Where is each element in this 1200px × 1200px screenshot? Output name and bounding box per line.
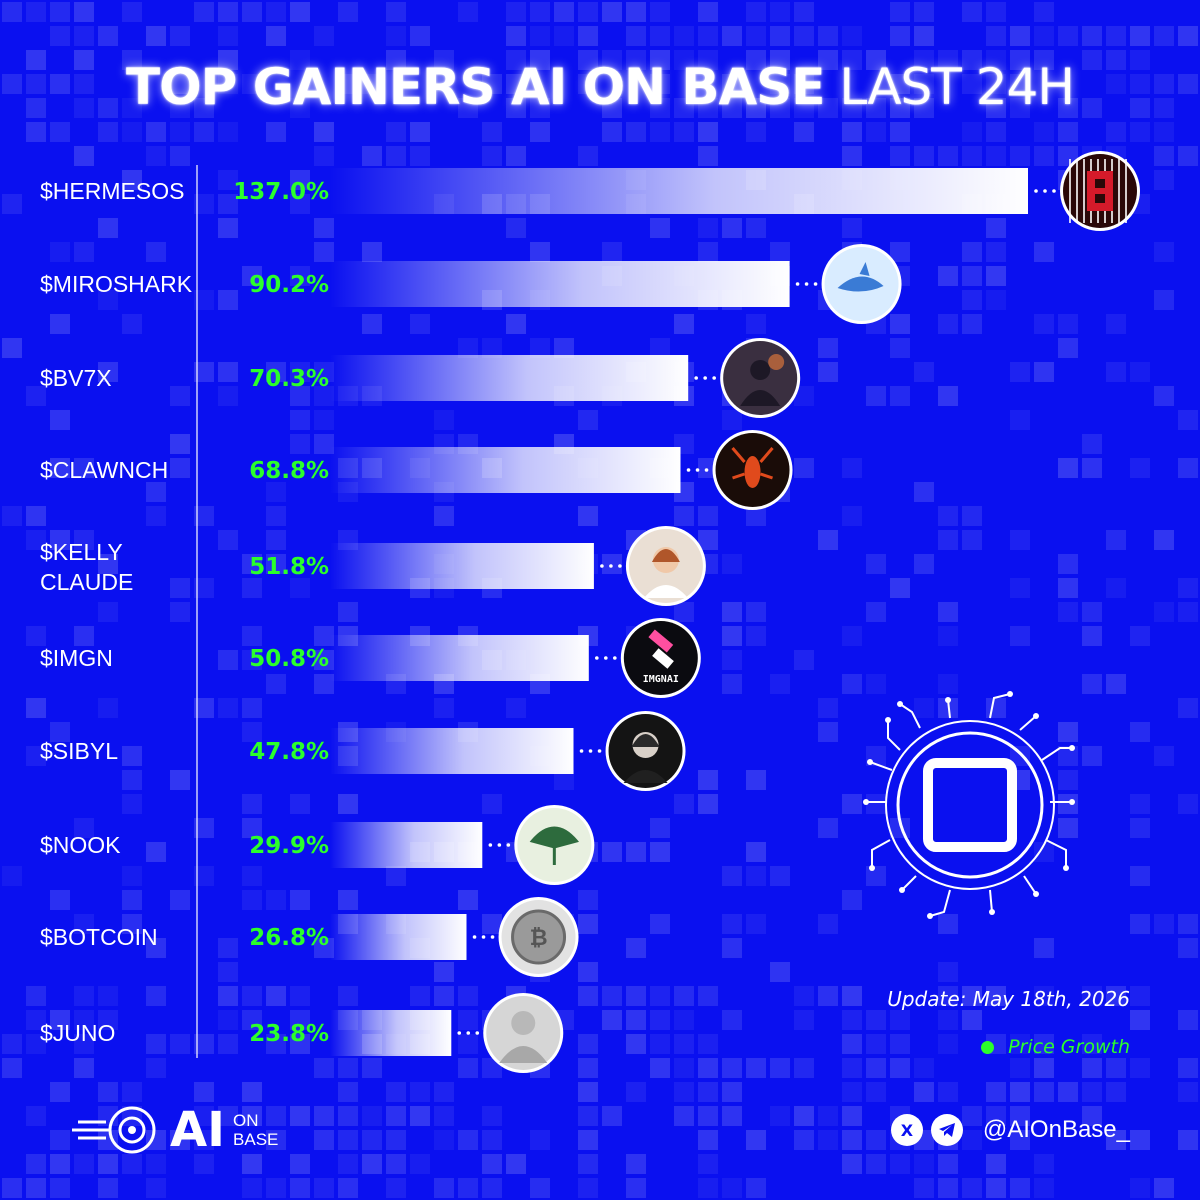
nook-ginkgo-leaf-icon xyxy=(514,805,595,885)
category-label: $IMGN xyxy=(40,645,113,671)
connector-dots xyxy=(795,282,818,286)
page-title: TOP GAINERS AI ON BASE LAST 24H xyxy=(0,58,1200,116)
sibyl-avatar-icon xyxy=(605,711,686,791)
category-label: $JUNO xyxy=(40,1020,115,1046)
value-label: 50.8% xyxy=(249,646,329,672)
bar xyxy=(330,168,1028,214)
category-label: $SIBYL xyxy=(40,738,118,764)
value-label: 51.8% xyxy=(249,554,329,580)
bv7x-logo-icon xyxy=(720,338,801,418)
category-label: $BOTCOIN xyxy=(40,924,158,950)
miroshark-logo-icon xyxy=(821,244,902,324)
brand-logo: AI ON BASE xyxy=(70,1100,278,1160)
value-label: 68.8% xyxy=(249,458,329,484)
value-label: 47.8% xyxy=(249,739,329,765)
update-date: Update: May 18th, 2026 xyxy=(887,987,1130,1011)
svg-text:₿: ₿ xyxy=(530,926,548,951)
brand-ai: AI xyxy=(170,1102,226,1158)
svg-text:IMGNAI: IMGNAI xyxy=(643,674,679,685)
bar xyxy=(330,543,594,589)
connector-dots xyxy=(595,656,617,660)
title-light: LAST 24H xyxy=(839,58,1075,116)
brand-on: ON xyxy=(233,1111,259,1130)
chip-circuit-icon xyxy=(863,691,1075,919)
legend: Price Growth xyxy=(981,1036,1130,1058)
connector-dots xyxy=(579,749,602,753)
connector-dots xyxy=(488,843,511,847)
connector-dots xyxy=(457,1031,480,1035)
juno-statue-icon xyxy=(483,993,564,1073)
value-label: 137.0% xyxy=(233,179,329,205)
bar xyxy=(330,447,681,493)
category-label: $MIROSHARK xyxy=(40,271,193,297)
category-label: $NOOK xyxy=(40,832,121,858)
value-label: 23.8% xyxy=(249,1021,329,1047)
social-handle[interactable]: @AIOnBase_ xyxy=(982,1116,1130,1143)
category-label: $KELLY CLAUDE xyxy=(40,539,133,595)
imgn-logo-icon: IMGNAI xyxy=(620,618,701,698)
bar xyxy=(330,728,574,774)
title-bold: TOP GAINERS AI ON BASE xyxy=(126,58,825,116)
connector-dots xyxy=(686,468,709,472)
bar xyxy=(330,355,689,401)
bar xyxy=(330,261,790,307)
brand-sub: ON BASE xyxy=(233,1111,278,1149)
connector-dots xyxy=(694,376,716,380)
bar xyxy=(330,914,467,960)
kelly-claude-avatar-icon xyxy=(625,526,706,606)
hermesos-logo-icon xyxy=(1060,151,1140,231)
botcoin-coin-icon: ₿ xyxy=(498,897,579,977)
legend-dot-icon xyxy=(981,1040,995,1054)
telegram-icon[interactable] xyxy=(930,1114,963,1146)
value-label: 26.8% xyxy=(249,925,329,951)
brand-base: BASE xyxy=(233,1130,279,1149)
connector-dots xyxy=(600,564,622,568)
bar xyxy=(330,635,589,681)
connector-dots xyxy=(472,935,495,939)
bar xyxy=(330,822,483,868)
value-label: 70.3% xyxy=(249,366,329,392)
social-links: X @AIOnBase_ xyxy=(890,1114,1130,1146)
category-label: $HERMESOS xyxy=(40,178,184,204)
clawnch-lobster-icon xyxy=(712,430,793,510)
value-label: 90.2% xyxy=(249,272,329,298)
legend-label: Price Growth xyxy=(1008,1036,1130,1058)
x-icon[interactable]: X xyxy=(890,1114,923,1146)
category-label: $CLAWNCH xyxy=(40,457,168,483)
value-label: 29.9% xyxy=(249,833,329,859)
connector-dots xyxy=(1034,189,1056,193)
ai-circuit-logo-icon xyxy=(72,1106,156,1154)
bar xyxy=(330,1010,452,1056)
category-label: $BV7X xyxy=(40,365,112,391)
